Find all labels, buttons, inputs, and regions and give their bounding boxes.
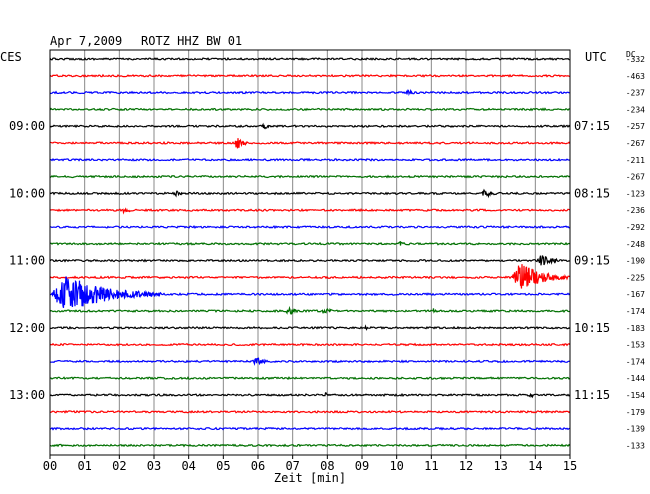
x-axis-title: Zeit [min] bbox=[274, 471, 346, 485]
dc-offset-label: -174 bbox=[626, 357, 645, 366]
header-station: ROTZ HHZ BW 01 bbox=[141, 34, 242, 48]
dc-offset-label: -174 bbox=[626, 307, 645, 316]
x-tick-label: 13 bbox=[493, 459, 507, 473]
trace-line bbox=[49, 264, 571, 289]
trace-line bbox=[49, 122, 571, 130]
trace-line bbox=[49, 376, 571, 381]
trace-line bbox=[49, 107, 571, 112]
x-tick-label: 10 bbox=[389, 459, 403, 473]
row-time-local: 12:00 bbox=[9, 321, 45, 335]
dc-offset-label: -267 bbox=[626, 139, 645, 148]
dc-header-label: DC bbox=[626, 50, 636, 59]
x-tick-label: 12 bbox=[459, 459, 473, 473]
plot-frame bbox=[49, 49, 571, 456]
x-axis: 00 01 02 03 04 05 06 07 08 09 10 11 12 13 14 15 bbox=[43, 455, 577, 473]
x-tick-label: 07 bbox=[285, 459, 299, 473]
trace-line bbox=[49, 157, 571, 162]
dc-offset-label: -211 bbox=[626, 156, 645, 165]
trace-line bbox=[49, 207, 571, 215]
x-tick-label: 11 bbox=[424, 459, 438, 473]
header-date: Apr 7,2009 bbox=[50, 34, 122, 48]
row-time-local: 10:00 bbox=[9, 186, 45, 200]
x-tick-label: 15 bbox=[563, 459, 577, 473]
row-time-local: 09:00 bbox=[9, 119, 45, 133]
dc-offset-label: -267 bbox=[626, 173, 645, 182]
trace-line bbox=[49, 443, 571, 448]
right-timezone-label: UTC bbox=[585, 50, 607, 64]
row-time-utc: 08:15 bbox=[574, 186, 610, 200]
dc-offset-label: -183 bbox=[626, 324, 645, 333]
x-tick-label: 08 bbox=[320, 459, 334, 473]
row-labels: -332 -463 -237 -234 -257 09:00 07:15 -267 -211 -2… bbox=[9, 55, 645, 450]
dc-offset-label: -225 bbox=[626, 273, 645, 282]
trace-line bbox=[49, 426, 571, 431]
row-time-utc: 07:15 bbox=[574, 119, 610, 133]
trace-line bbox=[49, 73, 571, 78]
trace-line bbox=[49, 357, 571, 366]
x-tick-label: 02 bbox=[112, 459, 126, 473]
row-time-utc: 09:15 bbox=[574, 254, 610, 268]
dc-offset-label: -236 bbox=[626, 206, 645, 215]
trace-line bbox=[49, 342, 571, 347]
dc-offset-label: -123 bbox=[626, 189, 645, 198]
dc-offset-label: -234 bbox=[626, 105, 645, 114]
trace-line bbox=[49, 224, 570, 230]
x-tick-label: 00 bbox=[43, 459, 57, 473]
row-time-local: 13:00 bbox=[9, 388, 45, 402]
trace-line bbox=[49, 138, 571, 149]
x-tick-label: 04 bbox=[181, 459, 195, 473]
dc-offset-label: -154 bbox=[626, 391, 645, 400]
trace-line bbox=[49, 188, 571, 199]
trace-line bbox=[49, 88, 570, 97]
dc-offset-label: -237 bbox=[626, 89, 645, 98]
x-tick-label: 03 bbox=[147, 459, 161, 473]
dc-offset-label: -167 bbox=[626, 290, 645, 299]
dc-offset-label: -139 bbox=[626, 425, 645, 434]
dc-offset-label: -332 bbox=[626, 55, 645, 64]
x-tick-label: 06 bbox=[251, 459, 265, 473]
dc-offset-label: -248 bbox=[626, 240, 645, 249]
trace-line bbox=[49, 392, 571, 399]
row-time-local: 11:00 bbox=[9, 254, 45, 268]
row-time-utc: 10:15 bbox=[574, 321, 610, 335]
trace-line bbox=[49, 174, 571, 179]
trace-line bbox=[49, 305, 570, 315]
trace-line bbox=[49, 255, 571, 266]
x-tick-label: 14 bbox=[528, 459, 542, 473]
trace-line bbox=[49, 56, 571, 61]
dc-offset-label: -144 bbox=[626, 374, 645, 383]
dc-offset-label: -190 bbox=[626, 257, 645, 266]
trace-line bbox=[49, 409, 571, 414]
grid bbox=[84, 50, 536, 455]
trace-line bbox=[50, 324, 571, 331]
dc-offset-label: -257 bbox=[626, 122, 645, 131]
row-time-utc: 11:15 bbox=[574, 388, 610, 402]
x-tick-label: 09 bbox=[355, 459, 369, 473]
dc-offset-label: -179 bbox=[626, 408, 645, 417]
dc-offset-label: -292 bbox=[626, 223, 645, 232]
x-tick-label: 01 bbox=[77, 459, 91, 473]
trace-line bbox=[49, 276, 571, 309]
trace-group bbox=[49, 56, 571, 448]
dc-offset-label: -153 bbox=[626, 341, 645, 350]
x-tick-label: 05 bbox=[216, 459, 230, 473]
trace-line bbox=[49, 240, 571, 246]
dc-offset-label: -463 bbox=[626, 72, 645, 81]
dc-offset-label: -133 bbox=[626, 441, 645, 450]
left-timezone-label: CES bbox=[0, 50, 22, 64]
